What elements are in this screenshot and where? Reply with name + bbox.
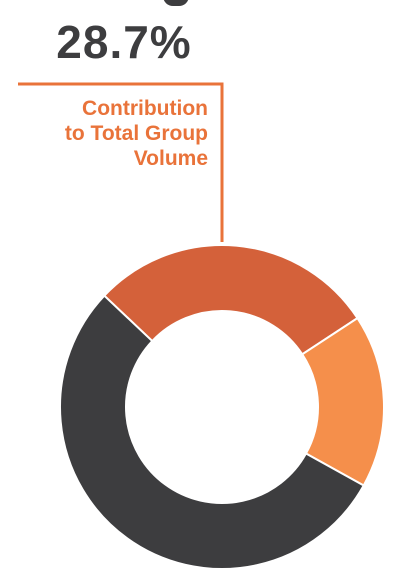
caption-line-3: Volume (133, 147, 208, 170)
leader-line (18, 82, 224, 242)
headline-percentage: 28.7% (56, 16, 192, 68)
donut-slice-1 (102, 244, 359, 356)
top-cut-off-shape (163, 0, 189, 6)
donut-slices (59, 244, 385, 570)
caption-line-2: to Total Group (64, 122, 208, 145)
donut-slice-3 (59, 294, 366, 570)
caption-line-1: Contribution (82, 97, 208, 120)
callout-caption: Contribution to Total Group Volume (8, 96, 208, 171)
